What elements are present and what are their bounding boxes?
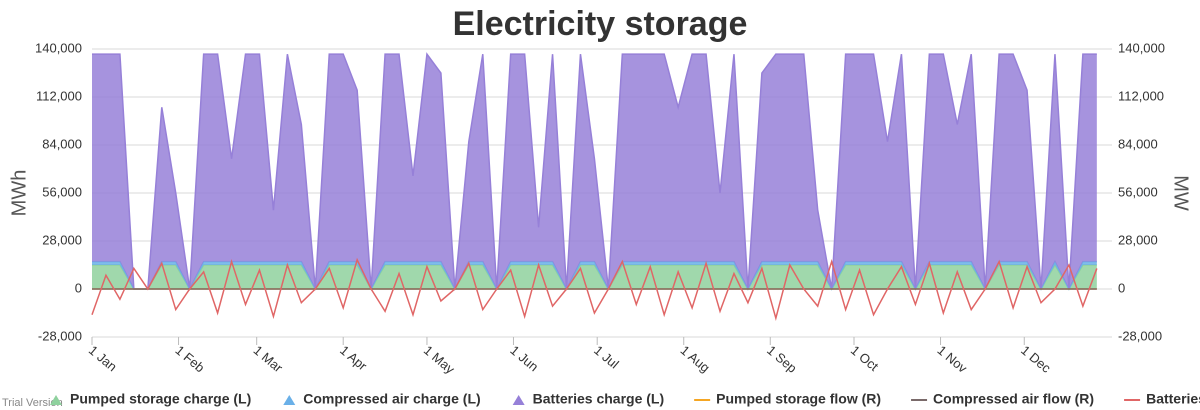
legend-item[interactable]: Compressed air flow (R)	[911, 391, 1094, 407]
legend-marker	[283, 395, 296, 405]
y2-tick-label: -28,000	[1118, 328, 1162, 343]
legend-label: Pumped storage charge (L)	[70, 391, 251, 407]
y-tick-label: 28,000	[42, 232, 82, 247]
y2-tick-label: 112,000	[1118, 88, 1164, 103]
x-tick-label: 1 Jul	[591, 342, 622, 371]
y2-tick-label: 140,000	[1118, 40, 1165, 55]
y-tick-label: 140,000	[35, 40, 82, 55]
legend-marker	[50, 395, 62, 405]
area-fill	[92, 54, 1097, 290]
legend-label: Batteries flow (R)	[1146, 391, 1200, 407]
x-tick-label: 1 Mar	[251, 342, 287, 375]
x-tick-label: 1 Apr	[337, 342, 370, 373]
watermark: Trial Version	[2, 397, 63, 409]
legend-item[interactable]: Batteries flow (R)	[1124, 391, 1200, 407]
y-tick-label: 84,000	[42, 136, 82, 151]
legend-label: Batteries charge (L)	[533, 391, 664, 407]
y-tick-label: 56,000	[42, 184, 82, 199]
chart-title: Electricity storage	[453, 5, 748, 43]
x-tick-label: 1 Jun	[507, 342, 541, 374]
y2-tick-label: 0	[1118, 280, 1125, 295]
y2-tick-label: 84,000	[1118, 136, 1158, 151]
y-tick-label: -28,000	[38, 328, 82, 343]
y2-tick-label: 28,000	[1118, 232, 1158, 247]
legend-label: Compressed air charge (L)	[303, 391, 480, 407]
x-tick-label: 1 Nov	[934, 342, 970, 376]
flow-line	[91, 257, 1098, 322]
y-tick-label: 112,000	[36, 88, 82, 103]
legend-marker	[512, 395, 525, 405]
y2-tick-label: 56,000	[1118, 184, 1158, 199]
legend-item[interactable]: Pumped storage flow (R)	[694, 391, 881, 407]
x-tick-label: 1 Jan	[86, 342, 120, 374]
area-line	[92, 52, 1097, 290]
x-tick-label: 1 Feb	[172, 342, 207, 375]
x-tick-label: 1 Oct	[848, 342, 882, 374]
legend-item[interactable]: Pumped storage charge (L)	[50, 391, 251, 407]
legend-label: Pumped storage flow (R)	[716, 391, 881, 407]
legend-item[interactable]: Batteries charge (L)	[512, 391, 664, 407]
x-tick-label: 1 May	[421, 342, 458, 377]
y2-axis-title: MW	[1170, 175, 1192, 211]
x-tick-label: 1 Aug	[678, 342, 713, 375]
x-tick-label: 1 Sep	[764, 342, 800, 375]
legend-item[interactable]: Compressed air charge (L)	[283, 391, 481, 407]
y-axis-title: MWh	[8, 170, 30, 217]
legend-label: Compressed air flow (R)	[933, 391, 1094, 407]
area-fill	[92, 265, 1097, 289]
y-tick-label: 0	[75, 280, 82, 295]
x-tick-label: 1 Dec	[1018, 342, 1054, 376]
